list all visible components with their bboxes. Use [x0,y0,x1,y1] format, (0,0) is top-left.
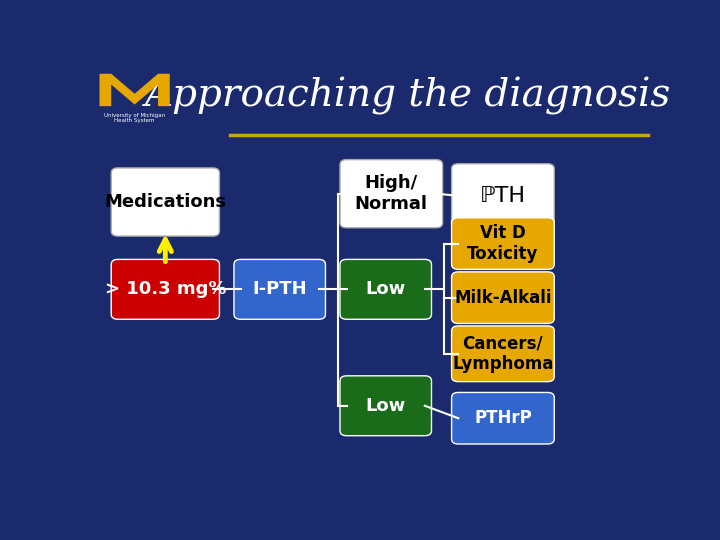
FancyBboxPatch shape [451,393,554,444]
FancyBboxPatch shape [234,259,325,319]
Text: Low: Low [366,280,406,298]
Text: I-PTH: I-PTH [253,280,307,298]
Text: > 10.3 mg%: > 10.3 mg% [104,280,226,298]
Text: High/
Normal: High/ Normal [355,174,428,213]
FancyBboxPatch shape [111,259,220,319]
Text: Milk-Alkali: Milk-Alkali [454,289,552,307]
Text: Low: Low [366,397,406,415]
FancyBboxPatch shape [451,326,554,382]
FancyBboxPatch shape [451,164,554,228]
Text: Cancers/
Lymphoma: Cancers/ Lymphoma [452,334,554,373]
FancyBboxPatch shape [451,218,554,269]
FancyBboxPatch shape [340,376,431,436]
Text: Vit D
Toxicity: Vit D Toxicity [467,224,539,263]
FancyBboxPatch shape [340,160,443,228]
FancyBboxPatch shape [451,272,554,323]
Text: Approaching the diagnosis: Approaching the diagnosis [145,77,671,115]
Text: PTHrP: PTHrP [474,409,532,427]
FancyBboxPatch shape [340,259,431,319]
Text: Medications: Medications [104,193,226,211]
Text: ℙTH: ℙTH [480,186,526,206]
FancyBboxPatch shape [111,168,220,236]
